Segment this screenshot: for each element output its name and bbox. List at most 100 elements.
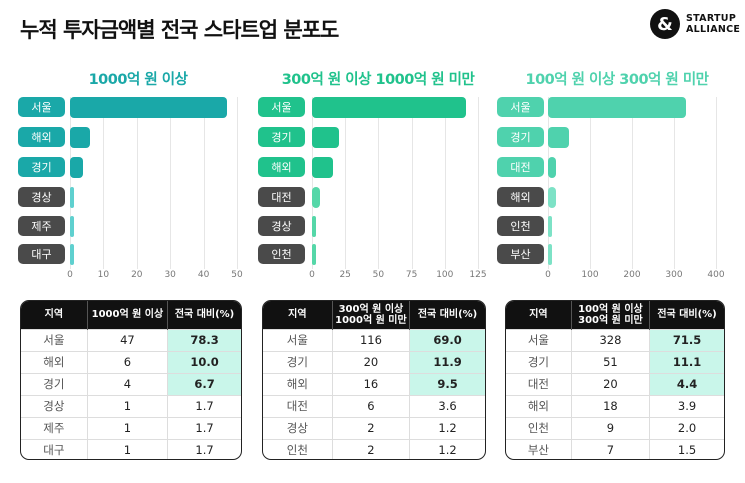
share-cell: 11.9 xyxy=(409,350,485,373)
table-row: 부산 7 1.5 xyxy=(506,438,724,459)
share-cell: 10.0 xyxy=(167,350,241,373)
bar-인천 xyxy=(548,215,552,237)
region-cell: 인천 xyxy=(506,416,572,439)
count-cell: 2 xyxy=(332,416,411,439)
bar-대전 xyxy=(312,186,320,208)
category-label: 부산 xyxy=(497,244,544,264)
gridline xyxy=(103,97,105,269)
share-cell: 6.7 xyxy=(167,372,241,395)
share-cell: 1.7 xyxy=(167,438,241,459)
category-label: 경기 xyxy=(18,157,65,177)
gridline xyxy=(478,97,479,269)
bar-대전 xyxy=(548,156,557,178)
bar-경상 xyxy=(70,186,74,208)
data-table-3: 지역 100억 원 이상 300억 원 미만 전국 대비(%) 서울 328 71.5 경기… xyxy=(505,300,725,460)
bar-chart-1: 1000억 원 이상 0 10 20 30 40 50 서울 해외 경기 경상 제주 대구 xyxy=(18,64,258,284)
x-tick-label: 300 xyxy=(665,270,683,280)
region-cell: 해외 xyxy=(263,372,333,395)
category-label: 해외 xyxy=(497,187,544,207)
category-label: 경기 xyxy=(497,127,544,147)
count-cell: 16 xyxy=(332,372,411,395)
startup-alliance-logo: & STARTUP ALLIANCE xyxy=(650,9,740,39)
gridline xyxy=(632,97,633,269)
count-cell: 1 xyxy=(87,438,169,459)
gridline xyxy=(70,97,71,269)
share-cell: 69.0 xyxy=(409,328,485,351)
region-cell: 대전 xyxy=(263,394,333,417)
column-header: 전국 대비(%) xyxy=(409,301,485,329)
gridline xyxy=(444,97,446,269)
table-row: 대전 6 3.6 xyxy=(263,394,485,417)
table-row: 경기 51 11.1 xyxy=(506,350,724,373)
region-cell: 인천 xyxy=(263,438,333,459)
region-cell: 경기 xyxy=(506,350,572,373)
gridline xyxy=(716,97,717,269)
category-label: 경상 xyxy=(258,216,305,236)
share-cell: 1.7 xyxy=(167,416,241,439)
count-cell: 18 xyxy=(571,394,651,417)
column-header: 1000억 원 이상 xyxy=(87,301,169,329)
gridline xyxy=(674,97,675,269)
count-cell: 6 xyxy=(332,394,411,417)
x-tick-label: 100 xyxy=(581,270,599,280)
share-cell: 9.5 xyxy=(409,372,485,395)
count-cell: 1 xyxy=(87,416,169,439)
bar-해외 xyxy=(548,186,556,208)
share-cell: 11.1 xyxy=(649,350,724,373)
bar-인천 xyxy=(312,243,316,265)
table-row: 인천 2 1.2 xyxy=(263,438,485,459)
count-cell: 116 xyxy=(332,328,411,351)
gridline xyxy=(203,97,205,269)
table-row: 대전 20 4.4 xyxy=(506,372,724,395)
share-cell: 1.5 xyxy=(649,438,724,459)
bar-해외 xyxy=(312,156,334,178)
bar-chart-2: 300억 원 이상 1000억 원 미만 0 25 50 75 100 125 서울 경기 해외 대… xyxy=(258,64,498,284)
bar-경기 xyxy=(70,156,84,178)
count-cell: 7 xyxy=(571,438,651,459)
chart-title: 300억 원 이상 1000억 원 미만 xyxy=(281,72,475,88)
table-row: 경기 20 11.9 xyxy=(263,350,485,373)
table-row: 서울 47 78.3 xyxy=(21,328,241,351)
count-cell: 9 xyxy=(571,416,651,439)
category-label: 해외 xyxy=(18,127,65,147)
region-cell: 경기 xyxy=(21,372,88,395)
table-row: 해외 18 3.9 xyxy=(506,394,724,417)
x-tick-label: 0 xyxy=(545,270,551,280)
column-header: 300억 원 이상 1000억 원 미만 xyxy=(332,301,411,329)
x-tick-label: 75 xyxy=(405,270,418,280)
region-cell: 경기 xyxy=(263,350,333,373)
logo-ampersand-icon: & xyxy=(650,9,680,39)
count-cell: 20 xyxy=(332,350,411,373)
category-label: 제주 xyxy=(18,216,65,236)
gridline xyxy=(237,97,238,269)
page-title: 누적 투자금액별 전국 스타트업 분포도 xyxy=(20,18,339,42)
table-row: 제주 1 1.7 xyxy=(21,416,241,439)
category-label: 대구 xyxy=(18,244,65,264)
x-tick-label: 0 xyxy=(309,270,315,280)
share-cell: 1.2 xyxy=(409,416,485,439)
column-header: 지역 xyxy=(506,301,572,329)
column-header: 100억 원 이상 300억 원 미만 xyxy=(571,301,651,329)
chart-title: 1000억 원 이상 xyxy=(88,72,188,88)
count-cell: 47 xyxy=(87,328,169,351)
region-cell: 대구 xyxy=(21,438,88,459)
share-cell: 3.9 xyxy=(649,394,724,417)
table-row: 경상 2 1.2 xyxy=(263,416,485,439)
count-cell: 51 xyxy=(571,350,651,373)
logo-line2: ALLIANCE xyxy=(686,24,741,35)
region-cell: 대전 xyxy=(506,372,572,395)
x-tick-label: 50 xyxy=(372,270,385,280)
share-cell: 4.4 xyxy=(649,372,724,395)
share-cell: 3.6 xyxy=(409,394,485,417)
table-row: 대구 1 1.7 xyxy=(21,438,241,459)
region-cell: 해외 xyxy=(506,394,572,417)
count-cell: 20 xyxy=(571,372,651,395)
x-tick-label: 40 xyxy=(197,270,210,280)
data-table-2: 지역 300억 원 이상 1000억 원 미만 전국 대비(%) 서울 116 69.0 경… xyxy=(262,300,486,460)
share-cell: 71.5 xyxy=(649,328,724,351)
data-table-1: 지역 1000억 원 이상 전국 대비(%) 서울 47 78.3 해외 6 10.0 경기 4 6.… xyxy=(20,300,242,460)
bar-경기 xyxy=(548,126,570,148)
gridline xyxy=(136,97,138,269)
x-tick-label: 30 xyxy=(164,270,176,280)
chart-title: 100억 원 이상 300억 원 미만 xyxy=(525,72,710,88)
